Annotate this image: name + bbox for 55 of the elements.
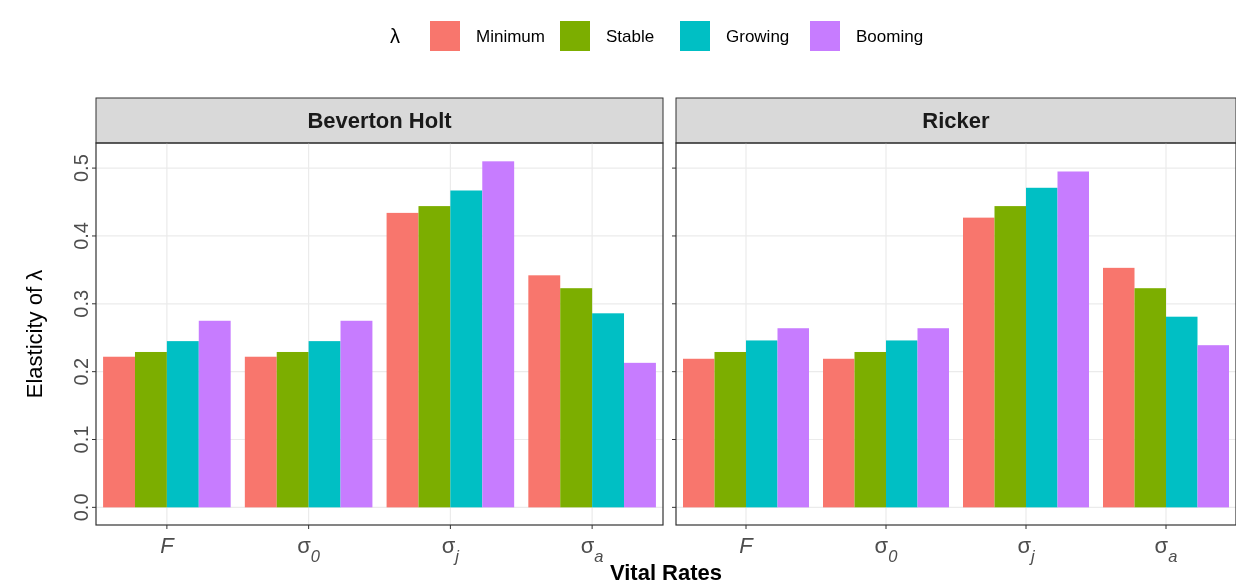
legend-label: Stable <box>606 26 655 46</box>
bar <box>386 212 419 508</box>
bar <box>308 341 341 508</box>
legend-label: Minimum <box>476 26 545 46</box>
chart-title: Ricker <box>922 108 991 134</box>
bar <box>450 190 483 508</box>
y-tick-label: 0.5 <box>70 154 92 183</box>
y-tick-label: 0.4 <box>70 222 92 250</box>
chart-title: Beverton Holt <box>307 108 453 134</box>
bar <box>746 340 778 508</box>
bar <box>823 358 855 508</box>
bar <box>592 313 625 508</box>
bar <box>714 351 746 508</box>
legend-title: λ <box>390 25 400 47</box>
x-tick-label: σ$_{a}$ <box>580 533 604 565</box>
y-axis-title: Elasticity of λ <box>22 269 47 399</box>
x-tick-label: F <box>739 533 755 558</box>
bar <box>528 275 561 508</box>
x-tick-label: F <box>160 533 176 558</box>
bar <box>1197 345 1229 508</box>
y-tick-label: 0.0 <box>70 493 92 522</box>
x-tick-label: σ$_{a}$ <box>1154 533 1178 565</box>
bar <box>134 351 167 508</box>
bar <box>418 206 451 508</box>
bar <box>276 351 309 508</box>
x-tick-label: σ$_{j}$ <box>1017 533 1036 565</box>
bar <box>198 320 231 508</box>
y-tick-label: 0.2 <box>70 357 92 386</box>
bar <box>886 340 918 508</box>
bar <box>854 351 886 508</box>
bar <box>1103 267 1135 508</box>
y-tick-label: 0.1 <box>70 425 92 454</box>
bar <box>683 358 715 508</box>
bar <box>560 288 593 508</box>
x-tick-label: σ$_{0}$ <box>874 533 899 565</box>
bar <box>994 206 1026 508</box>
y-tick-label: 0.3 <box>70 289 92 318</box>
bar <box>1057 171 1089 508</box>
bar <box>244 356 277 508</box>
bar <box>777 328 809 508</box>
bar <box>1166 316 1198 508</box>
x-tick-label: σ$_{0}$ <box>297 533 321 565</box>
bar <box>340 320 373 508</box>
bar <box>166 341 199 508</box>
legend-label: Booming <box>856 26 924 46</box>
bar <box>1026 187 1058 508</box>
bar <box>1134 288 1166 508</box>
x-axis-title: Vital Rates <box>609 560 723 585</box>
legend-label: Growing <box>726 26 790 46</box>
bar <box>624 362 656 508</box>
x-tick-label: σ$_{j}$ <box>441 533 461 565</box>
bar <box>963 217 995 508</box>
bar <box>103 356 135 508</box>
bar <box>482 161 515 508</box>
bar <box>917 328 949 508</box>
